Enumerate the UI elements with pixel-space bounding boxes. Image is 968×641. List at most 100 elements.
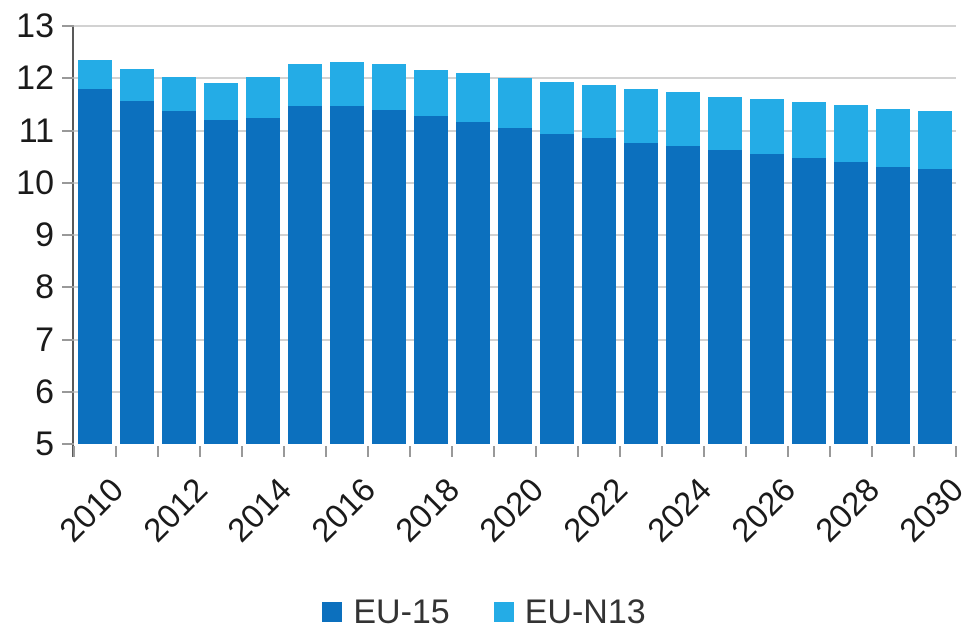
y-tick-label-9: 9 [35, 216, 54, 254]
x-tick-13 [619, 446, 621, 457]
x-tick-15 [703, 446, 705, 457]
bar-segment-eu-15-2028 [834, 162, 868, 444]
y-tick-13 [62, 25, 74, 27]
x-tick-label-2020: 2020 [471, 470, 550, 549]
bar-segment-eu-15-2011 [120, 100, 154, 444]
x-tick-label-2014: 2014 [219, 470, 298, 549]
y-tick-12 [62, 77, 74, 80]
x-tick-12 [577, 446, 579, 457]
y-tick-8 [62, 286, 74, 289]
y-tick-label-5: 5 [35, 425, 54, 463]
x-tick-14 [661, 446, 663, 457]
bar-segment-eu-n13-2024 [666, 91, 700, 147]
x-tick-17 [787, 446, 789, 457]
x-tick-9 [451, 446, 453, 457]
bar-segment-eu-n13-2020 [498, 77, 532, 128]
y-tick-label-8: 8 [35, 268, 54, 307]
x-tick-16 [745, 446, 747, 457]
bar-segment-eu-n13-2027 [792, 102, 826, 159]
y-tick-10 [62, 181, 74, 184]
x-tick-0 [73, 446, 75, 457]
gridline-y-13 [74, 25, 956, 27]
y-tick-5 [62, 443, 74, 445]
x-tick-label-2022: 2022 [555, 470, 634, 549]
legend-swatch-eu-n13 [493, 602, 514, 622]
bar-segment-eu-15-2021 [540, 133, 574, 444]
y-axis-line [72, 25, 74, 457]
bar-segment-eu-15-2025 [708, 150, 742, 444]
bar-segment-eu-n13-2029 [876, 109, 910, 167]
bar-segment-eu-n13-2016 [330, 61, 364, 106]
bar-segment-eu-15-2026 [750, 154, 784, 444]
x-tick-6 [325, 446, 327, 457]
x-tick-1 [115, 446, 117, 457]
bar-segment-eu-n13-2025 [708, 96, 742, 151]
y-tick-label-11: 11 [18, 111, 54, 150]
x-tick-label-2012: 2012 [135, 470, 214, 549]
x-tick-label-2030: 2030 [891, 470, 968, 549]
x-tick-11 [535, 446, 537, 457]
x-tick-5 [283, 446, 285, 457]
x-tick-label-2026: 2026 [723, 470, 802, 549]
y-tick-6 [62, 390, 74, 393]
x-tick-4 [241, 446, 243, 457]
x-tick-label-2024: 2024 [639, 470, 718, 549]
y-tick-label-7: 7 [35, 320, 54, 359]
bar-segment-eu-n13-2023 [624, 89, 658, 143]
x-tick-21 [955, 446, 957, 457]
bar-segment-eu-15-2024 [666, 146, 700, 444]
bar-segment-eu-n13-2028 [834, 104, 868, 163]
x-tick-7 [367, 446, 369, 457]
bar-segment-eu-15-2019 [456, 121, 490, 444]
bar-segment-eu-n13-2018 [414, 69, 448, 117]
y-tick-label-10: 10 [16, 163, 54, 202]
bar-segment-eu-15-2020 [498, 127, 532, 444]
x-tick-8 [409, 446, 411, 457]
bar-segment-eu-15-2014 [246, 118, 280, 444]
legend-swatch-eu-15 [322, 602, 343, 622]
bar-segment-eu-15-2010 [78, 88, 112, 444]
bar-segment-eu-15-2022 [582, 137, 616, 444]
bar-segment-eu-n13-2012 [162, 76, 196, 112]
bar-segment-eu-n13-2011 [120, 69, 154, 101]
bar-segment-eu-15-2013 [204, 119, 238, 444]
bar-segment-eu-15-2023 [624, 142, 658, 444]
y-tick-label-13: 13 [16, 7, 54, 45]
x-tick-label-2018: 2018 [387, 470, 466, 549]
bar-segment-eu-15-2027 [792, 158, 826, 444]
bar-segment-eu-n13-2026 [750, 99, 784, 154]
x-tick-18 [829, 446, 831, 457]
x-tick-19 [871, 446, 873, 457]
legend-label-eu-15: EU-15 [353, 593, 450, 631]
legend-item-eu-15: EU-15 [322, 593, 450, 631]
bar-segment-eu-n13-2017 [372, 63, 406, 111]
bar-segment-eu-n13-2019 [456, 72, 490, 122]
bar-segment-eu-n13-2010 [78, 59, 112, 89]
y-tick-11 [62, 129, 74, 132]
x-tick-2 [157, 446, 159, 457]
bar-segment-eu-n13-2021 [540, 81, 574, 134]
x-tick-label-2028: 2028 [807, 470, 886, 549]
bar-segment-eu-15-2018 [414, 116, 448, 444]
bar-segment-eu-15-2016 [330, 105, 364, 444]
x-tick-3 [199, 446, 201, 457]
bar-segment-eu-n13-2014 [246, 76, 280, 119]
x-tick-label-2016: 2016 [303, 470, 382, 549]
x-tick-label-2010: 2010 [51, 470, 130, 549]
bar-segment-eu-n13-2013 [204, 83, 238, 120]
plot-area [74, 25, 956, 444]
y-tick-label-12: 12 [16, 59, 54, 98]
y-tick-7 [62, 338, 74, 341]
bar-segment-eu-n13-2022 [582, 85, 616, 138]
legend-item-eu-n13: EU-N13 [493, 593, 646, 631]
bar-segment-eu-15-2029 [876, 166, 910, 444]
x-tick-10 [493, 446, 495, 457]
bar-segment-eu-15-2030 [918, 168, 952, 444]
legend-label-eu-n13: EU-N13 [524, 593, 646, 631]
chart-legend: EU-15 EU-N13 [0, 595, 968, 629]
x-tick-20 [913, 446, 915, 457]
bar-segment-eu-15-2012 [162, 111, 196, 444]
y-tick-label-6: 6 [35, 372, 54, 411]
y-tick-9 [62, 234, 74, 236]
